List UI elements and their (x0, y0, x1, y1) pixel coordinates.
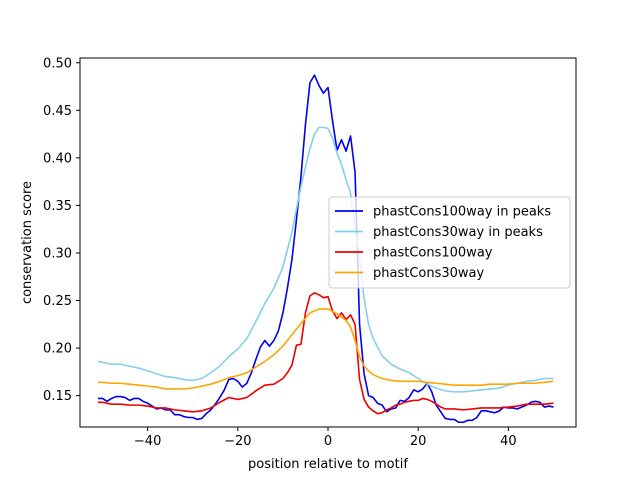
y-tick-label: 0.25 (43, 294, 72, 309)
series-line-2 (97, 126, 554, 393)
y-tick-label: 0.45 (43, 104, 72, 119)
x-tick-label: 0 (324, 434, 332, 449)
legend-label: phastCons30way in peaks (373, 225, 543, 240)
legend: phastCons100way in peaks phastCons30way i… (328, 196, 571, 289)
legend-label: phastCons100way (373, 246, 493, 261)
y-tick-label: 0.15 (43, 389, 72, 404)
y-tick-label: 0.40 (43, 151, 72, 166)
y-axis-label: conservation score (20, 181, 35, 304)
y-tick-label: 0.50 (43, 56, 72, 71)
series-line-1 (98, 74, 554, 424)
y-tick-label: 0.30 (43, 246, 72, 261)
x-axis-label: position relative to motif (248, 457, 408, 472)
series-layer (97, 74, 554, 424)
y-tick-label: 0.20 (43, 342, 72, 357)
x-tick-label: 20 (410, 434, 427, 449)
y-tick-label: 0.35 (43, 199, 72, 214)
series-line-4 (98, 308, 554, 390)
legend-box (328, 196, 571, 289)
legend-label: phastCons100way in peaks (373, 205, 551, 220)
y-axis-ticks: 0.15 0.20 0.25 0.30 0.35 0.40 0.45 0.50 (43, 56, 80, 404)
x-axis-ticks: −40 −20 0 20 40 (134, 427, 517, 449)
x-tick-label: −40 (134, 434, 161, 449)
legend-label: phastCons30way (373, 266, 485, 281)
x-tick-label: 40 (500, 434, 517, 449)
x-tick-label: −20 (224, 434, 251, 449)
